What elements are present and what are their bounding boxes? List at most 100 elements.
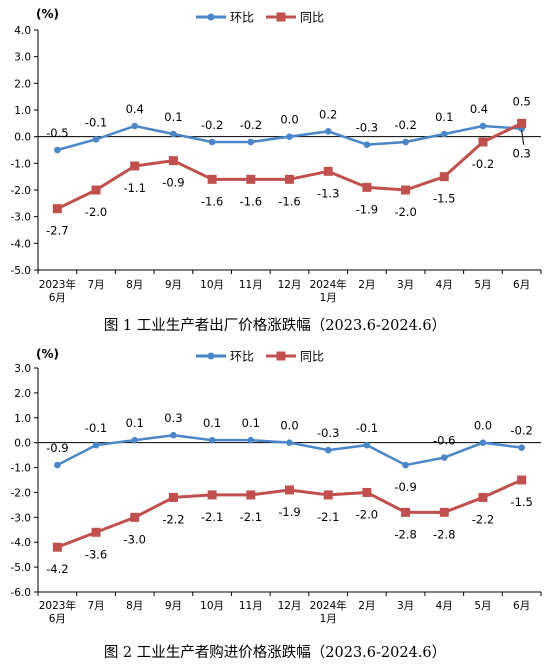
legend-label: 同比: [300, 350, 324, 364]
x-tick-label-line: 7月: [87, 600, 104, 612]
data-point: [208, 436, 216, 444]
data-label: 0.3: [513, 147, 531, 161]
x-tick-label-line: 5月: [474, 600, 491, 612]
x-tick-label-line: 6月: [513, 279, 530, 291]
data-point: [54, 146, 61, 154]
data-label: -2.2: [472, 512, 494, 526]
data-point: [54, 461, 61, 469]
label-leader-line: [521, 130, 525, 145]
data-label: -0.3: [317, 426, 339, 440]
chart-caption: 图 1 工业生产者出厂价格涨跌幅（2023.6-2024.6）: [104, 317, 446, 334]
data-label: -4.2: [46, 562, 68, 576]
data-label: 0.4: [126, 102, 144, 116]
x-tick-label-line: 7月: [87, 279, 104, 291]
x-tick-label: 11月: [239, 279, 263, 291]
chart-2: 3.0 2.0 1.0 0.0 -1.0 -2.0 -3.0 -4.0 -5.0 -6.0 2023…: [11, 347, 542, 661]
y-tick-label: -2.0: [11, 487, 32, 499]
data-point: [52, 542, 62, 552]
data-point: [130, 161, 140, 171]
x-tick-label: 4月: [436, 279, 453, 291]
y-tick-label: 0.0: [14, 438, 31, 450]
data-point: [440, 130, 448, 138]
data-point: [439, 172, 449, 182]
data-point: [91, 527, 101, 537]
x-tick-label-line: 10月: [200, 600, 224, 612]
x-tick-label-line: 12月: [278, 600, 302, 612]
data-point: [247, 138, 255, 146]
data-point: [402, 138, 409, 146]
x-tick-label: 8月: [126, 279, 143, 291]
data-label: -2.8: [433, 527, 455, 541]
data-point: [170, 431, 177, 439]
data-label: -2.2: [162, 512, 184, 526]
data-label: -1.9: [278, 505, 300, 519]
data-point: [518, 444, 525, 451]
data-label: 0.0: [280, 419, 298, 433]
x-tick-label: 5月: [474, 279, 491, 291]
data-point: [207, 490, 217, 500]
data-point: [286, 133, 293, 140]
data-label: -0.2: [472, 157, 494, 171]
legend-marker: [207, 13, 215, 21]
x-tick-label-line: 2月: [358, 279, 375, 291]
x-tick-label: 12月: [278, 600, 302, 612]
data-label: -1.9: [356, 202, 378, 216]
data-point: [247, 436, 255, 444]
y-tick-label: -1.0: [11, 463, 32, 475]
y-tick-label: 4.0: [14, 25, 31, 37]
data-point: [168, 492, 178, 502]
y-tick-label: -3.0: [11, 512, 32, 524]
x-tick-label-line: 2月: [358, 600, 375, 612]
x-tick-label: 10月: [200, 279, 224, 291]
x-tick-label-line: 2023年: [39, 599, 76, 612]
x-tick-label-line: 2023年: [39, 278, 76, 291]
data-label: -2.0: [394, 205, 416, 219]
data-label: -1.1: [124, 181, 146, 195]
x-tick-label-line: 4月: [436, 600, 453, 612]
chart-caption: 图 2 工业生产者购进价格涨跌幅（2023.6-2024.6）: [104, 644, 446, 661]
x-tick-label-line: 5月: [474, 279, 491, 291]
x-tick-label-line: 4月: [436, 279, 453, 291]
y-tick-label: 2.0: [14, 388, 31, 400]
data-point: [363, 441, 371, 449]
data-label: -3.0: [124, 532, 146, 546]
data-point: [362, 182, 372, 192]
unit-label: (%): [36, 7, 59, 21]
data-label: 0.1: [126, 416, 144, 430]
data-label: -0.9: [394, 480, 416, 494]
data-point: [92, 441, 100, 449]
data-point: [479, 122, 487, 130]
y-tick-label: 2.0: [14, 78, 31, 90]
x-tick-label-line: 2024年: [310, 599, 347, 612]
data-point: [286, 439, 293, 446]
data-point: [130, 512, 140, 522]
data-point: [479, 439, 487, 446]
data-label: -2.0: [85, 205, 107, 219]
y-tick-label: -2.0: [11, 185, 32, 197]
x-tick-label: 2月: [358, 279, 375, 291]
data-point: [131, 436, 139, 444]
data-point: [208, 138, 216, 146]
data-label: -0.2: [394, 118, 416, 132]
x-tick-label: 5月: [474, 600, 491, 612]
x-tick-label: 2023年 6月: [39, 599, 76, 625]
x-tick-label: 7月: [87, 600, 104, 612]
y-tick-label: -5.0: [11, 562, 32, 574]
x-tick-label-line: 9月: [165, 600, 182, 612]
data-point: [440, 454, 448, 461]
data-label: -3.6: [85, 547, 107, 561]
x-tick-label-line: 6月: [513, 600, 530, 612]
data-point: [324, 128, 332, 135]
x-tick-label: 8月: [126, 600, 143, 612]
data-label: -1.5: [510, 495, 532, 509]
data-point: [168, 156, 178, 166]
data-label: 0.1: [242, 416, 260, 430]
data-point: [478, 492, 488, 502]
x-tick-label-line: 3月: [397, 600, 414, 612]
data-label: -0.2: [240, 118, 262, 132]
data-point: [323, 166, 333, 176]
data-label: -0.3: [356, 121, 378, 135]
data-label: -0.6: [433, 434, 455, 448]
data-point: [402, 461, 409, 469]
data-label: 0.1: [435, 110, 453, 124]
